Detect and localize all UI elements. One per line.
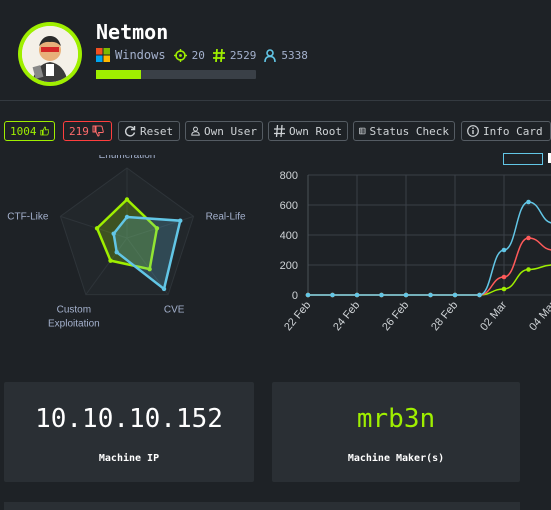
radar-point[interactable] xyxy=(124,214,130,220)
radar-spoke xyxy=(60,215,128,239)
machine-meta: Windows 20 2529 5338 xyxy=(96,48,316,62)
radar-spoke xyxy=(126,237,169,295)
user-icon xyxy=(191,126,200,136)
series-point[interactable] xyxy=(501,274,507,280)
series-point[interactable] xyxy=(477,292,482,298)
series-point[interactable] xyxy=(526,235,531,241)
radar-point[interactable] xyxy=(161,286,167,292)
machine-title: Netmon xyxy=(96,20,169,44)
next-card-edge xyxy=(4,502,520,510)
radar-axis-label: Real-Life xyxy=(206,211,246,222)
x-tick-label: 26 Feb xyxy=(380,299,411,333)
radar-axis-label: Enumeration xyxy=(99,155,156,161)
points-value: 20 xyxy=(191,48,205,62)
dislike-button[interactable]: 219 xyxy=(63,121,112,141)
server-icon xyxy=(359,127,366,135)
series-point[interactable] xyxy=(526,267,531,272)
radar-spoke xyxy=(85,237,128,295)
y-tick-label: 400 xyxy=(280,230,298,242)
os-label: Windows xyxy=(115,48,166,62)
windows-icon xyxy=(96,48,110,62)
system-owns-value: 5338 xyxy=(281,48,308,62)
x-tick-label: 04 Mar xyxy=(527,299,551,333)
user-owns-value: 2529 xyxy=(229,48,257,62)
radar-point[interactable] xyxy=(154,226,160,231)
radar-point[interactable] xyxy=(114,249,119,255)
chart-legend-marker-partial xyxy=(548,153,551,163)
series-line xyxy=(308,237,551,296)
radar-spoke xyxy=(126,215,194,239)
radar-axis-label: CVE xyxy=(164,305,185,316)
radar-axis-label: Exploitation xyxy=(48,319,100,330)
x-tick-label: 22 Feb xyxy=(282,299,313,333)
radar-point[interactable] xyxy=(124,197,130,202)
machine-avatar-icon xyxy=(22,26,78,82)
own-root-button[interactable]: Own Root xyxy=(268,121,348,141)
reset-label: Reset xyxy=(140,124,174,138)
machine-ip-value[interactable]: 10.10.10.152 xyxy=(35,404,223,434)
status-check-button[interactable]: Status Check xyxy=(353,121,455,141)
info-card-button[interactable]: Info Card xyxy=(461,121,551,141)
dislikes-count: 219 xyxy=(69,124,89,138)
machine-ip-label: Machine IP xyxy=(98,453,160,464)
like-button[interactable]: 1004 xyxy=(4,121,55,141)
series-point[interactable] xyxy=(452,292,458,298)
radar-series-1 xyxy=(112,215,182,292)
likes-count: 1004 xyxy=(10,124,37,138)
radar-axis-label: CTF-Like xyxy=(7,211,49,222)
info-icon xyxy=(467,125,479,137)
radar-axis-label: Custom xyxy=(57,305,91,316)
reset-button[interactable]: Reset xyxy=(118,121,180,141)
machine-ip-card: 10.10.10.152 Machine IP xyxy=(4,382,254,482)
series-point[interactable] xyxy=(330,292,335,298)
user-icon xyxy=(264,48,277,62)
thumbs-up-icon xyxy=(39,126,49,136)
own-root-label: Own Root xyxy=(289,124,342,138)
y-tick-label: 0 xyxy=(292,290,298,302)
y-tick-label: 800 xyxy=(280,170,298,182)
y-tick-label: 600 xyxy=(280,200,298,212)
series-point[interactable] xyxy=(403,292,409,298)
machine-header: Netmon Windows 20 2529 5338 xyxy=(0,0,551,100)
machine-maker-value[interactable]: mrb3n xyxy=(356,404,436,434)
header-divider xyxy=(0,100,551,101)
x-tick-label: 24 Feb xyxy=(331,299,362,333)
owns-line-chart: 0 200 400 600 800 22 Feb 24 Feb 26 Feb 28 Feb 02 … xyxy=(280,170,551,333)
machine-maker-card: mrb3n Machine Maker(s) xyxy=(272,382,520,482)
radar-point[interactable] xyxy=(94,226,100,231)
avatar xyxy=(18,22,82,86)
thumbs-down-icon xyxy=(92,125,104,137)
radar-point[interactable] xyxy=(178,218,183,223)
y-tick-label: 200 xyxy=(280,260,298,272)
machine-maker-label: Machine Maker(s) xyxy=(347,453,445,464)
radar-point[interactable] xyxy=(108,258,113,263)
progress-fill xyxy=(96,70,141,79)
hash-icon xyxy=(274,125,285,137)
series-point[interactable] xyxy=(526,199,531,205)
own-user-button[interactable]: Own User xyxy=(185,121,263,141)
series-point[interactable] xyxy=(354,292,360,298)
own-user-label: Own User xyxy=(204,124,257,138)
x-tick-label: 02 Mar xyxy=(478,299,509,333)
refresh-icon xyxy=(124,126,136,137)
radar-point[interactable] xyxy=(147,266,152,272)
hash-icon xyxy=(212,48,225,62)
series-point[interactable] xyxy=(305,292,311,298)
series-point[interactable] xyxy=(379,292,384,298)
chart-legend-marker[interactable] xyxy=(503,153,543,165)
series-point[interactable] xyxy=(428,292,433,298)
info-card-label: Info Card xyxy=(483,124,543,138)
skills-radar-chart: Enumeration Real-Life CVE Custom Exploitatio… xyxy=(7,155,246,330)
target-icon xyxy=(173,48,187,62)
series-point[interactable] xyxy=(501,286,507,292)
series-point[interactable] xyxy=(501,247,507,253)
machine-progress xyxy=(96,70,256,79)
status-check-label: Status Check xyxy=(369,124,449,138)
radar-point[interactable] xyxy=(111,231,116,236)
series-line xyxy=(308,264,551,296)
x-tick-label: 28 Feb xyxy=(429,299,460,333)
